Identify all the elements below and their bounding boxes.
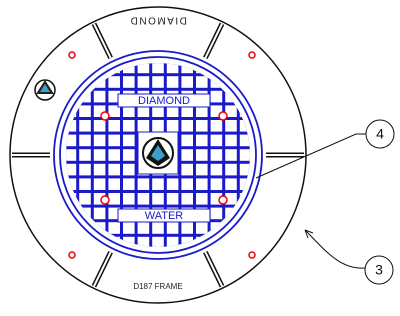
frame-logo	[35, 80, 55, 100]
grid-cell	[123, 222, 135, 234]
grid-cell	[225, 120, 237, 132]
grid-cell	[94, 149, 106, 161]
grid-cell	[123, 135, 135, 147]
grid-cell	[240, 149, 252, 161]
grid-cell	[196, 164, 208, 176]
grid-cell	[196, 193, 208, 205]
grid-cell	[94, 91, 106, 103]
grid-cell	[167, 120, 179, 132]
grid-cell	[123, 76, 135, 88]
grid-cell	[108, 120, 120, 132]
grid-cell	[138, 193, 150, 205]
grid-cell	[181, 222, 193, 234]
grid-cell	[196, 120, 208, 132]
grid-cell	[225, 178, 237, 190]
grid-cell	[196, 222, 208, 234]
grid-cell	[167, 76, 179, 88]
grid-cell	[181, 164, 193, 176]
grid-cell	[152, 62, 164, 74]
grid-cell	[108, 222, 120, 234]
grid-cell	[138, 76, 150, 88]
grid-cell	[152, 76, 164, 88]
grid-cell	[211, 208, 223, 220]
grid-cell	[94, 178, 106, 190]
grid-cell	[108, 164, 120, 176]
grid-cell	[225, 164, 237, 176]
grid-cell	[225, 135, 237, 147]
grid-cell	[108, 135, 120, 147]
frame-label: D187 FRAME	[133, 282, 182, 291]
grid-cell	[79, 178, 91, 190]
grid-cell	[138, 178, 150, 190]
grid-cell	[123, 178, 135, 190]
grid-cell	[152, 178, 164, 190]
grid-cell	[138, 120, 150, 132]
grid-cell	[181, 178, 193, 190]
grid-cell	[152, 222, 164, 234]
grid-cell	[211, 178, 223, 190]
frame-top-text: DIAMOND	[129, 14, 187, 25]
grid-cell	[225, 149, 237, 161]
grid-cell	[152, 193, 164, 205]
grid-cell	[94, 208, 106, 220]
grid-cell	[94, 135, 106, 147]
grid-cell	[211, 120, 223, 132]
grid-cell	[167, 193, 179, 205]
cover-emblem	[138, 132, 178, 174]
grid-cell	[94, 164, 106, 176]
grid-cell	[152, 237, 164, 249]
grid-cell	[211, 135, 223, 147]
grid-cell	[181, 135, 193, 147]
page: DIAMOND D187 FRAME DIAMOND WATER 4 3 (()…	[0, 0, 400, 316]
grid-cell	[79, 135, 91, 147]
callout-label: 4	[376, 126, 384, 142]
callout-label: 3	[375, 262, 383, 278]
grid-cell	[181, 149, 193, 161]
grid-cell	[196, 178, 208, 190]
grid-cell	[79, 105, 91, 117]
grid-cell	[211, 149, 223, 161]
grid-cell	[108, 178, 120, 190]
grid-cell	[211, 164, 223, 176]
grid-cell	[108, 193, 120, 205]
grid-cell	[211, 91, 223, 103]
grid-cell	[196, 76, 208, 88]
grid-cell	[123, 193, 135, 205]
grid-cell	[123, 164, 135, 176]
grid-cell	[65, 149, 77, 161]
grid-cell	[181, 193, 193, 205]
grid-cell	[79, 149, 91, 161]
grid-cell	[196, 149, 208, 161]
grid-cell	[123, 149, 135, 161]
cover-bottom-text: WATER	[145, 210, 184, 222]
grid-cell	[181, 76, 193, 88]
grid-cell	[108, 149, 120, 161]
grid-cell	[167, 178, 179, 190]
grid-cell	[152, 120, 164, 132]
grid-cell	[196, 135, 208, 147]
grid-cell	[108, 76, 120, 88]
grid-cell	[79, 164, 91, 176]
grid-cell	[94, 120, 106, 132]
grid-cell	[167, 222, 179, 234]
grid-cell	[79, 120, 91, 132]
grid-cell	[123, 120, 135, 132]
grid-cell	[181, 120, 193, 132]
grid-cell	[138, 222, 150, 234]
drawing: DIAMOND D187 FRAME DIAMOND WATER 4 3	[0, 0, 400, 316]
grid-cell	[79, 193, 91, 205]
cover-top-text: DIAMOND	[138, 95, 190, 107]
